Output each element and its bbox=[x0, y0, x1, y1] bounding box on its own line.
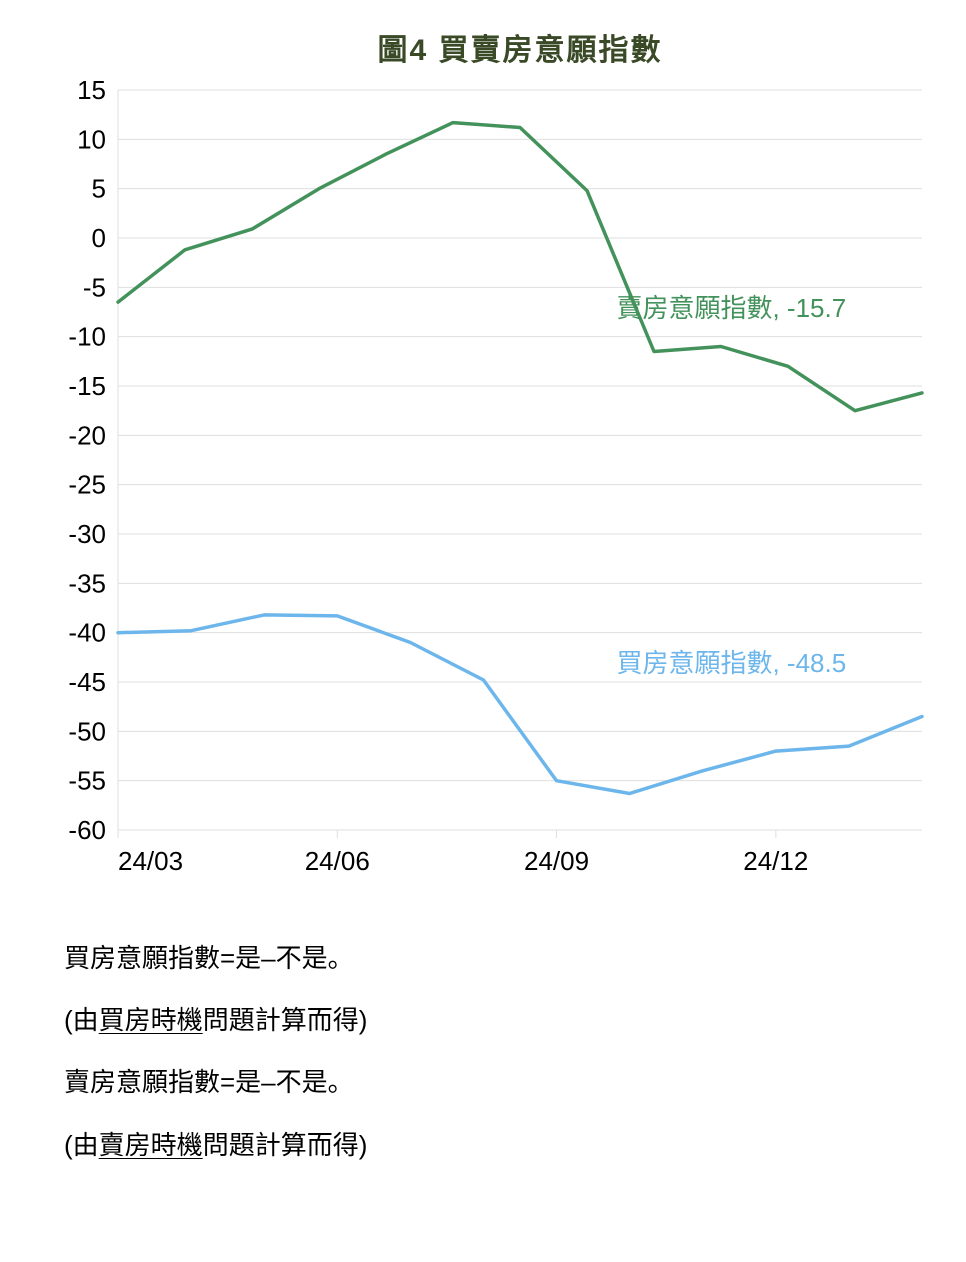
note-buy-line2-pre: (由 bbox=[64, 1005, 99, 1035]
x-tick-label: 24/09 bbox=[524, 846, 589, 876]
note-sell-line2-pre: (由 bbox=[64, 1130, 99, 1160]
note-sell-line2-under: 賣房時機 bbox=[99, 1130, 203, 1160]
note-sell-line2-post: 問題計算而得) bbox=[203, 1130, 368, 1160]
note-sell-line1: 賣房意願指數=是–不是。 bbox=[64, 1060, 942, 1104]
y-tick-label: 15 bbox=[77, 75, 106, 105]
y-tick-label: -50 bbox=[68, 716, 106, 746]
chart-title: 圖4 買賣房意願指數 bbox=[377, 33, 662, 67]
page-root: 圖4 買賣房意願指數 15 10 5 0 -5 -10 -15 -20 -25 -30 -35 -40 -… bbox=[0, 0, 966, 1262]
note-sell-line2: (由賣房時機問題計算而得) bbox=[64, 1123, 942, 1167]
note-buy-line1: 買房意願指數=是–不是。 bbox=[64, 936, 942, 980]
x-tick-label: 24/12 bbox=[743, 846, 808, 876]
note-sell: 賣房意願指數=是–不是。 (由賣房時機問題計算而得) bbox=[64, 1060, 942, 1166]
note-buy: 買房意願指數=是–不是。 (由買房時機問題計算而得) bbox=[64, 936, 942, 1042]
y-tick-label: -35 bbox=[68, 568, 106, 598]
footnotes: 買房意願指數=是–不是。 (由買房時機問題計算而得) 賣房意願指數=是–不是。 … bbox=[24, 936, 942, 1167]
y-tick-label: -40 bbox=[68, 618, 106, 648]
note-buy-line2: (由買房時機問題計算而得) bbox=[64, 998, 942, 1042]
x-tick-label: 24/03 bbox=[118, 846, 183, 876]
y-tick-label: 5 bbox=[92, 174, 106, 204]
series-data-label: 買房意願指數, -48.5 bbox=[616, 648, 846, 678]
y-tick-label: 0 bbox=[92, 223, 106, 253]
y-tick-label: -30 bbox=[68, 519, 106, 549]
x-tick-label: 24/06 bbox=[305, 846, 370, 876]
y-tick-label: -5 bbox=[83, 272, 106, 302]
y-tick-label: 10 bbox=[77, 124, 106, 154]
y-tick-label: -10 bbox=[68, 322, 106, 352]
y-tick-label: -60 bbox=[68, 815, 106, 845]
chart-container: 圖4 買賣房意願指數 15 10 5 0 -5 -10 -15 -20 -25 -30 -35 -40 -… bbox=[24, 20, 942, 900]
note-buy-line2-under: 買房時機 bbox=[99, 1005, 203, 1035]
note-buy-line2-post: 問題計算而得) bbox=[203, 1005, 368, 1035]
y-tick-label: -25 bbox=[68, 470, 106, 500]
y-tick-label: -45 bbox=[68, 667, 106, 697]
line-chart: 圖4 買賣房意願指數 15 10 5 0 -5 -10 -15 -20 -25 -30 -35 -40 -… bbox=[24, 20, 942, 900]
y-tick-label: -20 bbox=[68, 420, 106, 450]
series-data-label: 賣房意願指數, -15.7 bbox=[616, 293, 846, 323]
y-tick-label: -15 bbox=[68, 371, 106, 401]
y-tick-label: -55 bbox=[68, 766, 106, 796]
